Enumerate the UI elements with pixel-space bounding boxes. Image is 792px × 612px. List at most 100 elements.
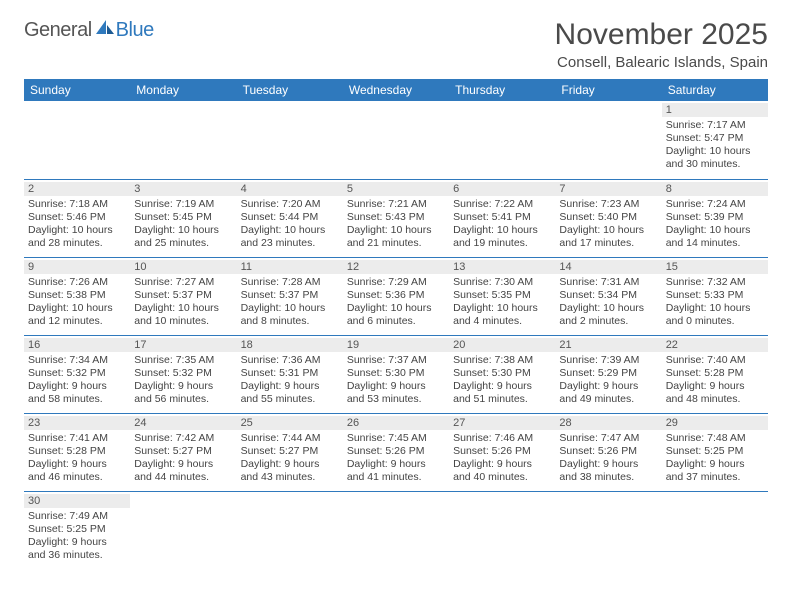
sunrise-text: Sunrise: 7:31 AM [559,276,657,289]
daylight-text: Daylight: 9 hours and 48 minutes. [666,380,764,406]
daylight-text: Daylight: 9 hours and 40 minutes. [453,458,551,484]
day-header: Wednesday [343,79,449,101]
day-detail: Sunrise: 7:18 AMSunset: 5:46 PMDaylight:… [28,198,126,251]
sunset-text: Sunset: 5:37 PM [241,289,339,302]
calendar-cell: 10 Sunrise: 7:27 AMSunset: 5:37 PMDayligh… [130,257,236,335]
day-detail: Sunrise: 7:30 AMSunset: 5:35 PMDaylight:… [453,276,551,329]
sunrise-text: Sunrise: 7:45 AM [347,432,445,445]
calendar-row: 23Sunrise: 7:41 AMSunset: 5:28 PMDayligh… [24,413,768,491]
sunrise-text: Sunrise: 7:38 AM [453,354,551,367]
day-detail: Sunrise: 7:23 AMSunset: 5:40 PMDaylight:… [559,198,657,251]
daylight-text: Daylight: 10 hours and 23 minutes. [241,224,339,250]
sunrise-text: Sunrise: 7:17 AM [666,119,764,132]
sunset-text: Sunset: 5:28 PM [28,445,126,458]
calendar-cell: 14Sunrise: 7:31 AMSunset: 5:34 PMDayligh… [555,257,661,335]
calendar-cell: 11Sunrise: 7:28 AMSunset: 5:37 PMDayligh… [237,257,343,335]
day-number: 10 [130,260,236,274]
sunrise-text: Sunrise: 7:34 AM [28,354,126,367]
sunrise-text: Sunrise: 7:46 AM [453,432,551,445]
page-title: November 2025 [555,18,768,52]
day-detail: Sunrise: 7:45 AMSunset: 5:26 PMDaylight:… [347,432,445,485]
day-detail: Sunrise: 7:17 AMSunset: 5:47 PMDaylight:… [666,119,764,172]
day-number: 6 [449,182,555,196]
day-header: Tuesday [237,79,343,101]
day-header: Sunday [24,79,130,101]
daylight-text: Daylight: 10 hours and 6 minutes. [347,302,445,328]
calendar-row: 2Sunrise: 7:18 AMSunset: 5:46 PMDaylight… [24,179,768,257]
sunrise-text: Sunrise: 7:35 AM [134,354,232,367]
day-detail: Sunrise: 7:26 AMSunset: 5:38 PMDaylight:… [28,276,126,329]
sunrise-text: Sunrise: 7:20 AM [241,198,339,211]
calendar-cell: 23Sunrise: 7:41 AMSunset: 5:28 PMDayligh… [24,413,130,491]
calendar-cell: 1Sunrise: 7:17 AMSunset: 5:47 PMDaylight… [662,101,768,179]
day-detail: Sunrise: 7:22 AMSunset: 5:41 PMDaylight:… [453,198,551,251]
daylight-text: Daylight: 10 hours and 0 minutes. [666,302,764,328]
calendar-cell [343,491,449,569]
calendar-cell: 7Sunrise: 7:23 AMSunset: 5:40 PMDaylight… [555,179,661,257]
calendar-cell [555,101,661,179]
sunset-text: Sunset: 5:35 PM [453,289,551,302]
daylight-text: Daylight: 10 hours and 10 minutes. [134,302,232,328]
daylight-text: Daylight: 9 hours and 49 minutes. [559,380,657,406]
calendar-row: 1Sunrise: 7:17 AMSunset: 5:47 PMDaylight… [24,101,768,179]
sunrise-text: Sunrise: 7:18 AM [28,198,126,211]
day-number: 13 [449,260,555,274]
day-number: 28 [555,416,661,430]
sunset-text: Sunset: 5:36 PM [347,289,445,302]
daylight-text: Daylight: 9 hours and 44 minutes. [134,458,232,484]
calendar-cell: 19Sunrise: 7:37 AMSunset: 5:30 PMDayligh… [343,335,449,413]
sunrise-text: Sunrise: 7:41 AM [28,432,126,445]
day-detail: Sunrise: 7:44 AMSunset: 5:27 PMDaylight:… [241,432,339,485]
calendar-cell: 22Sunrise: 7:40 AMSunset: 5:28 PMDayligh… [662,335,768,413]
day-number: 16 [24,338,130,352]
sunset-text: Sunset: 5:26 PM [559,445,657,458]
sunset-text: Sunset: 5:25 PM [28,523,126,536]
calendar-body: 1Sunrise: 7:17 AMSunset: 5:47 PMDaylight… [24,101,768,569]
daylight-text: Daylight: 10 hours and 21 minutes. [347,224,445,250]
day-detail: Sunrise: 7:20 AMSunset: 5:44 PMDaylight:… [241,198,339,251]
day-detail: Sunrise: 7:32 AMSunset: 5:33 PMDaylight:… [666,276,764,329]
sunset-text: Sunset: 5:44 PM [241,211,339,224]
daylight-text: Daylight: 9 hours and 43 minutes. [241,458,339,484]
daylight-text: Daylight: 9 hours and 51 minutes. [453,380,551,406]
sunrise-text: Sunrise: 7:37 AM [347,354,445,367]
logo-text-general: General [24,19,92,42]
daylight-text: Daylight: 10 hours and 12 minutes. [28,302,126,328]
sunset-text: Sunset: 5:27 PM [134,445,232,458]
sunset-text: Sunset: 5:40 PM [559,211,657,224]
sunset-text: Sunset: 5:32 PM [134,367,232,380]
calendar-table: Sunday Monday Tuesday Wednesday Thursday… [24,79,768,569]
calendar-cell: 21Sunrise: 7:39 AMSunset: 5:29 PMDayligh… [555,335,661,413]
daylight-text: Daylight: 10 hours and 25 minutes. [134,224,232,250]
calendar-cell: 9 Sunrise: 7:26 AMSunset: 5:38 PMDaylight… [24,257,130,335]
logo: General Blue [24,18,154,42]
day-number: 12 [343,260,449,274]
calendar-cell: 17Sunrise: 7:35 AMSunset: 5:32 PMDayligh… [130,335,236,413]
day-number: 9 [24,260,130,274]
day-detail: Sunrise: 7:21 AMSunset: 5:43 PMDaylight:… [347,198,445,251]
day-detail: Sunrise: 7:27 AMSunset: 5:37 PMDaylight:… [134,276,232,329]
day-number: 19 [343,338,449,352]
sunrise-text: Sunrise: 7:26 AM [28,276,126,289]
sunrise-text: Sunrise: 7:22 AM [453,198,551,211]
sunset-text: Sunset: 5:26 PM [347,445,445,458]
day-number: 24 [130,416,236,430]
day-number: 15 [662,260,768,274]
daylight-text: Daylight: 10 hours and 30 minutes. [666,145,764,171]
day-detail: Sunrise: 7:31 AMSunset: 5:34 PMDaylight:… [559,276,657,329]
calendar-cell: 4Sunrise: 7:20 AMSunset: 5:44 PMDaylight… [237,179,343,257]
day-detail: Sunrise: 7:41 AMSunset: 5:28 PMDaylight:… [28,432,126,485]
calendar-cell: 25Sunrise: 7:44 AMSunset: 5:27 PMDayligh… [237,413,343,491]
sunset-text: Sunset: 5:29 PM [559,367,657,380]
sunrise-text: Sunrise: 7:27 AM [134,276,232,289]
calendar-cell [237,101,343,179]
daylight-text: Daylight: 9 hours and 58 minutes. [28,380,126,406]
sunrise-text: Sunrise: 7:44 AM [241,432,339,445]
sunset-text: Sunset: 5:26 PM [453,445,551,458]
sunrise-text: Sunrise: 7:23 AM [559,198,657,211]
sunrise-text: Sunrise: 7:42 AM [134,432,232,445]
calendar-cell [237,491,343,569]
sunset-text: Sunset: 5:30 PM [453,367,551,380]
daylight-text: Daylight: 9 hours and 46 minutes. [28,458,126,484]
calendar-cell: 27Sunrise: 7:46 AMSunset: 5:26 PMDayligh… [449,413,555,491]
